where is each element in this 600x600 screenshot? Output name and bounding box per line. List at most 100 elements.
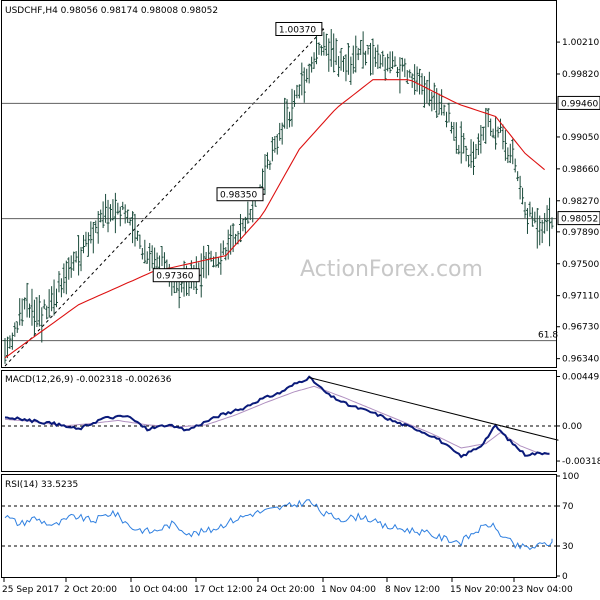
ohlc-bar [143, 239, 147, 264]
ohlc-bar [393, 56, 397, 67]
macd-y-tick-label: 0.004493 [562, 372, 600, 382]
ohlc-bar [405, 70, 409, 84]
ohlc-bar [511, 138, 515, 165]
ohlc-bar [337, 56, 341, 77]
annotation-box [275, 21, 323, 36]
ohlc-bar [64, 260, 68, 295]
ohlc-bar [35, 297, 39, 328]
x-tick-label: 10 Oct 04:00 [129, 585, 188, 595]
ohlc-bar [354, 35, 358, 73]
ohlc-bar [128, 217, 132, 226]
axis-layer: 1.00210 0.99820 0.99050 0.98660 0.98270 0.978… [2, 38, 600, 595]
rsi-line [4, 499, 553, 551]
ohlc-bar [479, 125, 483, 154]
ohlc-bar [432, 82, 436, 110]
ohlc-bar [415, 66, 419, 92]
ohlc-bar [42, 299, 46, 310]
macd-line [4, 375, 550, 459]
ohlc-bar [292, 90, 296, 107]
rsi-y-tick-label: 30 [562, 542, 574, 552]
ohlc-bar [516, 171, 520, 182]
ohlc-bar [329, 28, 333, 67]
ohlc-bar [288, 111, 292, 128]
annotation-label: 1.00370 [279, 25, 316, 35]
ohlc-bar [155, 252, 159, 270]
rsi-y-tick-label: 100 [562, 472, 579, 482]
ohlc-bar [300, 62, 304, 96]
x-tick-label: 15 Nov 20:00 [450, 585, 511, 595]
ohlc-bar [226, 229, 230, 260]
ohlc-bar [521, 187, 525, 205]
ohlc-bar [96, 211, 100, 244]
ohlc-bar [528, 201, 532, 217]
ohlc-bar [89, 221, 93, 244]
ohlc-bar [67, 257, 71, 280]
annotation-label: 0.97360 [156, 272, 193, 282]
price-layer: 0.99460 0.98052 61.8 1.00370 0.98350 0.97360 [2, 21, 600, 367]
ohlc-bar [280, 122, 284, 145]
ohlc-bar [322, 31, 326, 56]
ohlc-bar [108, 204, 112, 222]
ohlc-bar [391, 51, 395, 70]
ohlc-bar [523, 201, 527, 218]
ohlc-bar [395, 66, 399, 78]
ohlc-bar [30, 288, 34, 326]
ohlc-bar [131, 211, 135, 244]
ohlc-bar [459, 121, 463, 164]
ohlc-bar [138, 234, 142, 249]
ohlc-bar [295, 84, 299, 99]
annotation-box [152, 268, 200, 283]
ohlc-bar [310, 56, 314, 73]
rsi-panel-frame [1, 474, 557, 578]
ohlc-bar [339, 47, 343, 71]
ohlc-bar [207, 244, 211, 276]
ohlc-bar [50, 286, 54, 312]
ohlc-bar [91, 221, 95, 254]
ohlc-bar [285, 99, 289, 129]
level-label-box [557, 211, 600, 226]
ohlc-bar [538, 215, 542, 246]
annotation-label: 0.98350 [220, 191, 257, 201]
ohlc-bar [241, 218, 245, 232]
ohlc-bar [540, 219, 544, 244]
ohlc-bar [123, 204, 127, 224]
ohlc-bar [381, 50, 385, 67]
ohlc-bar [13, 322, 17, 337]
ohlc-bar [398, 57, 402, 94]
ohlc-bar [94, 220, 98, 233]
ohlc-bar [413, 64, 417, 95]
ohlc-bar [344, 54, 348, 82]
ohlc-bar [307, 63, 311, 84]
ohlc-bar [408, 69, 412, 78]
x-tick-label: 8 Nov 12:00 [385, 585, 440, 595]
rsi-y-tick-label: 70 [562, 502, 574, 512]
ohlc-bar [126, 209, 130, 223]
ohlc-bar [25, 282, 29, 318]
ohlc-bar [28, 303, 32, 318]
ohlc-bar [494, 117, 498, 150]
ohlc-bar [437, 93, 441, 115]
ohlc-bar [334, 38, 338, 65]
price-y-tick-label: 0.97110 [562, 292, 599, 302]
x-tick-label: 1 Nov 04:00 [321, 585, 376, 595]
ohlc-bar [40, 307, 44, 343]
price-y-tick-label: 0.97500 [562, 260, 599, 270]
macd-trendline [309, 377, 559, 441]
ohlc-bar [302, 67, 306, 103]
ohlc-bar [378, 54, 382, 69]
ohlc-bar [135, 230, 139, 241]
price-panel-frame [1, 0, 557, 368]
ohlc-bar [99, 209, 103, 223]
ohlc-bar [47, 289, 51, 318]
ohlc-bar [543, 212, 547, 234]
ohlc-bar [476, 133, 480, 156]
ohlc-bar [548, 197, 552, 247]
ohlc-bar [442, 104, 446, 116]
fib-level-label: 61.8 [538, 331, 558, 341]
ohlc-bar [503, 130, 507, 161]
macd-y-tick-label: 0.00 [562, 422, 582, 432]
ohlc-bar [77, 235, 81, 276]
ohlc-bar [84, 231, 88, 247]
ohlc-bar [445, 111, 449, 128]
